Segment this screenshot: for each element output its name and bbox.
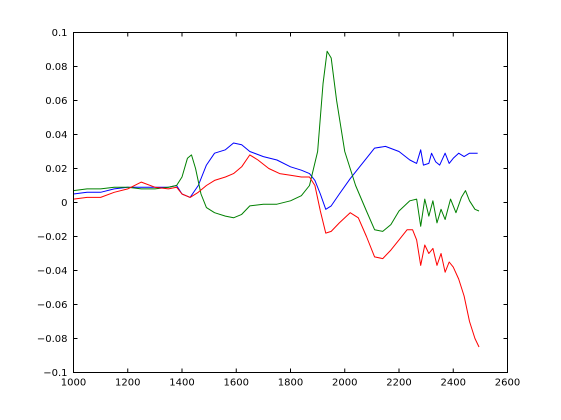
y-tick-label: −0.08 [37, 334, 68, 345]
series-line-3 [73, 154, 480, 348]
x-tick-label: 1000 [61, 378, 86, 389]
x-tick-label: 1800 [278, 378, 303, 389]
y-axis: −0.1 −0.08 −0.06 −0.04 −0.02 0 0.02 0.04 0.06 0.0… [37, 28, 508, 379]
axes-box [73, 32, 508, 373]
y-tick-label: 0.06 [45, 96, 67, 107]
x-tick-label: 2600 [495, 378, 520, 389]
y-tick-label: −0.02 [37, 232, 68, 243]
x-tick-label: 1600 [224, 378, 249, 389]
y-tick-label: 0.1 [52, 28, 68, 39]
x-tick-label: 2000 [332, 378, 357, 389]
y-tick-label: −0.1 [43, 368, 67, 379]
x-tick-label: 2200 [386, 378, 411, 389]
x-axis: 1000 1200 1400 1600 1800 2000 2200 2400 2600 [61, 32, 520, 389]
x-tick-label: 2400 [441, 378, 466, 389]
series-layer [73, 50, 480, 348]
y-tick-label: 0.04 [45, 130, 67, 141]
y-tick-label: −0.06 [37, 300, 68, 311]
series-line-2 [73, 50, 480, 232]
y-tick-label: 0.02 [45, 164, 67, 175]
x-tick-label: 1200 [115, 378, 140, 389]
y-tick-label: 0.08 [45, 62, 67, 73]
x-tick-label: 1400 [169, 378, 194, 389]
y-tick-label: 0 [61, 198, 67, 209]
y-tick-label: −0.04 [37, 266, 68, 277]
